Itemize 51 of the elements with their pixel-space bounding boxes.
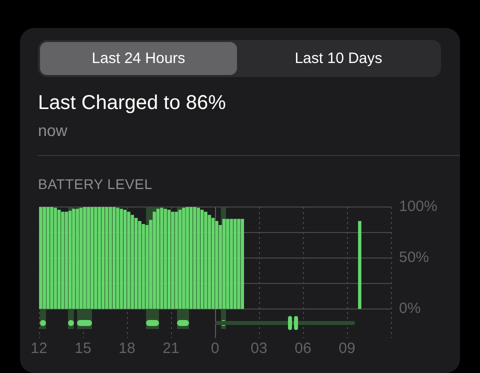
x-tick-label: 06 — [294, 340, 312, 358]
bar — [138, 220, 142, 309]
bar — [120, 208, 124, 309]
bar — [79, 208, 83, 309]
bar — [167, 210, 171, 309]
y-tick-label: 0% — [399, 300, 421, 318]
bar — [237, 218, 240, 309]
bar — [83, 207, 86, 309]
bar — [116, 208, 120, 309]
bar — [211, 218, 215, 309]
bar — [105, 207, 108, 309]
bar — [94, 207, 98, 309]
x-tick-label: 18 — [118, 340, 136, 358]
bar — [160, 208, 164, 309]
bar — [171, 212, 174, 309]
bar — [86, 207, 90, 309]
x-tick-label: 21 — [162, 340, 180, 358]
bar — [208, 214, 212, 309]
bar — [108, 207, 112, 309]
y-tick-label: 100% — [399, 198, 438, 216]
bar — [230, 218, 234, 309]
y-axis-title: BATTERY LEVEL — [38, 176, 152, 192]
chart-title: Last Charged to 86% — [38, 92, 226, 115]
bar — [130, 214, 134, 309]
bar — [204, 212, 208, 309]
x-tick-label: 12 — [30, 340, 48, 358]
y-tick-label: 50% — [399, 249, 430, 266]
bar — [200, 210, 204, 309]
x-tick-label: 15 — [74, 340, 92, 358]
bar — [240, 218, 244, 309]
bar — [50, 207, 54, 309]
bar — [193, 207, 196, 309]
x-tick-label: 0 — [210, 340, 220, 358]
bar — [98, 207, 102, 309]
bar — [215, 220, 218, 309]
bar — [57, 210, 61, 309]
bar — [127, 212, 130, 309]
bar — [123, 210, 127, 309]
bar — [233, 218, 237, 309]
bar — [54, 208, 58, 309]
bar — [101, 207, 105, 309]
x-tick-label: 03 — [250, 340, 268, 358]
bar — [112, 207, 116, 309]
bar — [164, 208, 168, 309]
bar — [196, 208, 200, 309]
chart-subtitle: now — [38, 123, 68, 141]
bar — [61, 212, 64, 309]
bar — [134, 218, 138, 309]
x-tick-label: 09 — [338, 340, 356, 358]
segmented-control: Last 24 Hours Last 10 Days — [38, 40, 441, 77]
bar — [90, 207, 94, 309]
